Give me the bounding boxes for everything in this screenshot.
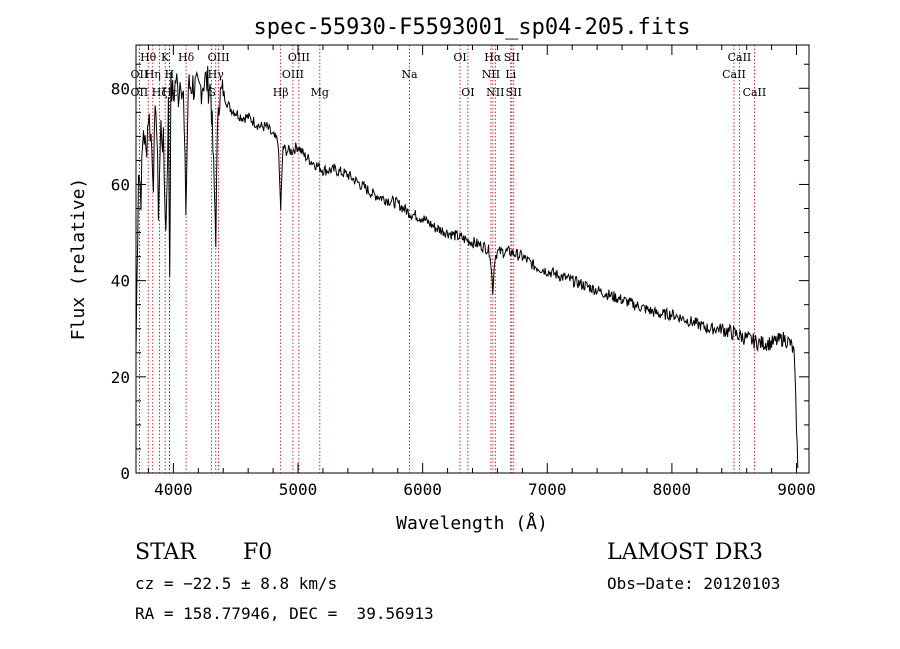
x-tick-label-2: 6000: [403, 480, 442, 499]
spectral-line-labels: HθOIIOIIHηHζKHHεHδGHγOIIIHβOIIIOIIIMgNaO…: [131, 51, 767, 99]
y-axis-label: Flux (relative): [68, 178, 89, 341]
line-label-6: H: [165, 68, 175, 81]
sky-coordinates: RA = 158.77946, DEC = 39.56913: [135, 604, 434, 623]
x-tick-label-0: 4000: [154, 480, 193, 499]
survey-name: LAMOST DR3: [607, 540, 763, 565]
line-label-26: CaII: [728, 51, 752, 64]
redshift-cz: cz = −22.5 ± 8.8 km/s: [135, 574, 338, 593]
line-label-1: OII: [131, 68, 149, 81]
line-label-4: Hζ: [152, 86, 168, 99]
line-label-18: OI: [461, 86, 474, 99]
line-label-22: Li: [505, 68, 516, 81]
spectral-line-markers: [138, 45, 755, 473]
line-label-21: NII: [486, 86, 504, 99]
line-label-9: G: [207, 86, 216, 99]
object-class: STAR: [135, 540, 196, 565]
y-tick-label-4: 80: [111, 79, 130, 98]
line-label-23: SII: [504, 51, 520, 64]
y-axis-ticks: 0 20 40 60 80: [111, 63, 809, 483]
y-tick-label-3: 60: [111, 175, 130, 194]
x-tick-label-3: 7000: [528, 480, 567, 499]
x-axis-ticks: 4000 5000 6000 7000 8000 9000: [147, 45, 816, 499]
line-label-16: Na: [401, 68, 418, 81]
line-label-11: OIII: [208, 51, 230, 64]
line-label-19: NII: [482, 68, 500, 81]
spectrum-series: [135, 65, 799, 469]
line-label-8: Hδ: [178, 51, 195, 64]
plot-frame: [135, 44, 810, 474]
line-label-24: SII: [506, 86, 522, 99]
line-label-0: Hθ: [140, 51, 157, 64]
line-label-2: OII: [131, 86, 149, 99]
x-tick-label-5: 9000: [777, 480, 816, 499]
x-tick-label-1: 5000: [279, 480, 318, 499]
observation-date: Obs−Date: 20120103: [607, 574, 781, 593]
line-label-14: OIII: [288, 51, 310, 64]
line-label-20: Hα: [484, 51, 502, 64]
line-label-27: CaII: [743, 86, 767, 99]
line-label-10: Hγ: [208, 68, 225, 81]
x-tick-label-4: 8000: [653, 480, 692, 499]
y-tick-label-0: 0: [120, 464, 130, 483]
line-label-13: OIII: [282, 68, 304, 81]
line-label-12: Hβ: [273, 86, 289, 99]
object-subclass: F0: [243, 540, 273, 565]
line-label-17: OI: [453, 51, 466, 64]
x-axis-label: Wavelength (Å): [396, 512, 548, 534]
line-label-25: CaII: [722, 68, 746, 81]
line-label-5: K: [161, 51, 170, 64]
y-tick-label-2: 40: [111, 272, 130, 291]
line-label-3: Hη: [145, 68, 161, 81]
chart-title: spec-55930-F5593001_sp04-205.fits: [253, 15, 690, 40]
line-label-15: Mg: [311, 86, 329, 99]
spectrum-line: [135, 65, 799, 469]
y-tick-label-1: 20: [111, 368, 130, 387]
